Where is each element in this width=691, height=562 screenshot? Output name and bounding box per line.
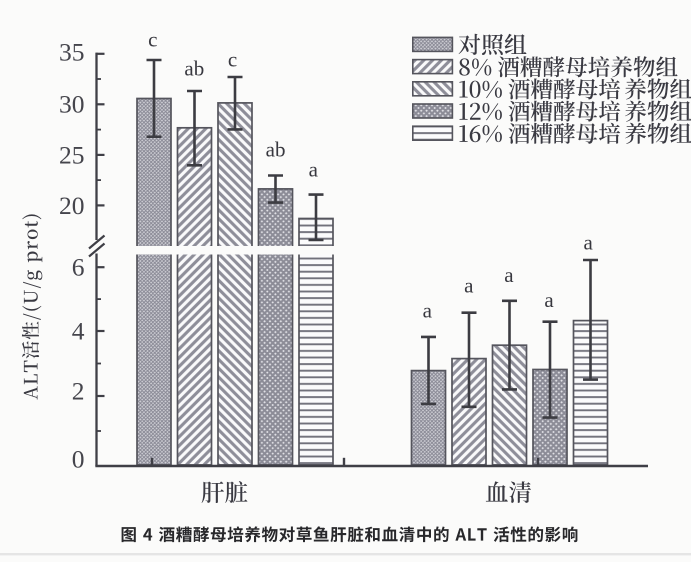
svg-text:c: c xyxy=(228,48,237,72)
svg-text:a: a xyxy=(423,299,433,323)
svg-text:35: 35 xyxy=(59,37,85,66)
svg-text:30: 30 xyxy=(59,90,85,119)
svg-text:2: 2 xyxy=(72,377,85,406)
svg-text:a: a xyxy=(544,288,554,312)
svg-text:a: a xyxy=(464,273,474,297)
svg-text:20: 20 xyxy=(59,191,85,220)
svg-text:a: a xyxy=(504,263,514,287)
svg-text:a: a xyxy=(309,158,319,182)
svg-text:4: 4 xyxy=(72,316,85,345)
svg-text:ab: ab xyxy=(266,138,286,162)
svg-text:25: 25 xyxy=(59,140,85,169)
svg-text:6: 6 xyxy=(72,253,85,282)
svg-text:a: a xyxy=(584,230,594,254)
svg-text:0: 0 xyxy=(72,444,85,473)
svg-text:c: c xyxy=(148,27,157,51)
svg-text:ab: ab xyxy=(184,56,204,80)
